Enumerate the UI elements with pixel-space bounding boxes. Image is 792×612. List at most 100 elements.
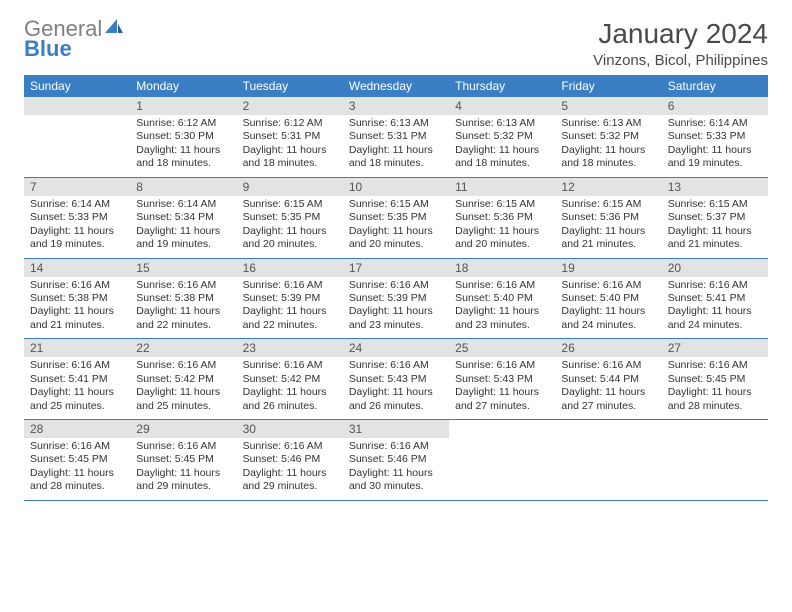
calendar-week-row: 21Sunrise: 6:16 AMSunset: 5:41 PMDayligh… xyxy=(24,339,768,420)
sunrise-line: Sunrise: 6:12 AM xyxy=(243,117,337,130)
calendar-cell xyxy=(555,420,661,501)
calendar-cell: 1Sunrise: 6:12 AMSunset: 5:30 PMDaylight… xyxy=(130,97,236,177)
day-details: Sunrise: 6:13 AMSunset: 5:32 PMDaylight:… xyxy=(555,115,661,177)
day-details: Sunrise: 6:14 AMSunset: 5:34 PMDaylight:… xyxy=(130,196,236,258)
calendar-cell: 19Sunrise: 6:16 AMSunset: 5:40 PMDayligh… xyxy=(555,258,661,339)
sunset-line: Sunset: 5:39 PM xyxy=(349,292,443,305)
sunset-line: Sunset: 5:32 PM xyxy=(561,130,655,143)
calendar-table: SundayMondayTuesdayWednesdayThursdayFrid… xyxy=(24,75,768,501)
day-number: 16 xyxy=(237,259,343,277)
daylight-line: Daylight: 11 hours and 18 minutes. xyxy=(136,144,230,171)
daylight-line: Daylight: 11 hours and 18 minutes. xyxy=(455,144,549,171)
calendar-cell xyxy=(24,97,130,177)
calendar-cell: 4Sunrise: 6:13 AMSunset: 5:32 PMDaylight… xyxy=(449,97,555,177)
day-number: 17 xyxy=(343,259,449,277)
daylight-line: Daylight: 11 hours and 21 minutes. xyxy=(668,225,762,252)
daylight-line: Daylight: 11 hours and 27 minutes. xyxy=(561,386,655,413)
calendar-cell: 6Sunrise: 6:14 AMSunset: 5:33 PMDaylight… xyxy=(662,97,768,177)
sunrise-line: Sunrise: 6:16 AM xyxy=(243,359,337,372)
day-details: Sunrise: 6:16 AMSunset: 5:45 PMDaylight:… xyxy=(662,357,768,419)
sunrise-line: Sunrise: 6:16 AM xyxy=(243,440,337,453)
calendar-cell: 20Sunrise: 6:16 AMSunset: 5:41 PMDayligh… xyxy=(662,258,768,339)
logo-text: General Blue xyxy=(24,18,124,60)
day-number: 27 xyxy=(662,339,768,357)
day-details: Sunrise: 6:12 AMSunset: 5:31 PMDaylight:… xyxy=(237,115,343,177)
day-number: 8 xyxy=(130,178,236,196)
daylight-line: Daylight: 11 hours and 24 minutes. xyxy=(668,305,762,332)
sunset-line: Sunset: 5:33 PM xyxy=(668,130,762,143)
sunrise-line: Sunrise: 6:16 AM xyxy=(30,359,124,372)
sunset-line: Sunset: 5:42 PM xyxy=(136,373,230,386)
sunset-line: Sunset: 5:41 PM xyxy=(668,292,762,305)
sunrise-line: Sunrise: 6:16 AM xyxy=(136,279,230,292)
sunrise-line: Sunrise: 6:16 AM xyxy=(561,359,655,372)
daylight-line: Daylight: 11 hours and 30 minutes. xyxy=(349,467,443,494)
day-number: 24 xyxy=(343,339,449,357)
sunset-line: Sunset: 5:43 PM xyxy=(455,373,549,386)
daylight-line: Daylight: 11 hours and 18 minutes. xyxy=(561,144,655,171)
day-number: 6 xyxy=(662,97,768,115)
calendar-cell: 2Sunrise: 6:12 AMSunset: 5:31 PMDaylight… xyxy=(237,97,343,177)
day-number: 4 xyxy=(449,97,555,115)
daylight-line: Daylight: 11 hours and 24 minutes. xyxy=(561,305,655,332)
day-details: Sunrise: 6:15 AMSunset: 5:36 PMDaylight:… xyxy=(449,196,555,258)
sunset-line: Sunset: 5:35 PM xyxy=(349,211,443,224)
sunrise-line: Sunrise: 6:16 AM xyxy=(561,279,655,292)
calendar-cell: 9Sunrise: 6:15 AMSunset: 5:35 PMDaylight… xyxy=(237,177,343,258)
daylight-line: Daylight: 11 hours and 28 minutes. xyxy=(30,467,124,494)
daylight-line: Daylight: 11 hours and 20 minutes. xyxy=(455,225,549,252)
sunset-line: Sunset: 5:36 PM xyxy=(561,211,655,224)
daylight-line: Daylight: 11 hours and 19 minutes. xyxy=(30,225,124,252)
day-number: 21 xyxy=(24,339,130,357)
day-details: Sunrise: 6:13 AMSunset: 5:31 PMDaylight:… xyxy=(343,115,449,177)
sunrise-line: Sunrise: 6:16 AM xyxy=(668,359,762,372)
calendar-cell: 10Sunrise: 6:15 AMSunset: 5:35 PMDayligh… xyxy=(343,177,449,258)
day-number: 5 xyxy=(555,97,661,115)
sunset-line: Sunset: 5:46 PM xyxy=(243,453,337,466)
day-number: 9 xyxy=(237,178,343,196)
sail-icon xyxy=(104,18,124,40)
day-details: Sunrise: 6:16 AMSunset: 5:46 PMDaylight:… xyxy=(237,438,343,500)
sunset-line: Sunset: 5:43 PM xyxy=(349,373,443,386)
sunrise-line: Sunrise: 6:16 AM xyxy=(136,440,230,453)
daylight-line: Daylight: 11 hours and 23 minutes. xyxy=(455,305,549,332)
daylight-line: Daylight: 11 hours and 21 minutes. xyxy=(561,225,655,252)
daylight-line: Daylight: 11 hours and 22 minutes. xyxy=(136,305,230,332)
day-details: Sunrise: 6:16 AMSunset: 5:46 PMDaylight:… xyxy=(343,438,449,500)
calendar-cell: 24Sunrise: 6:16 AMSunset: 5:43 PMDayligh… xyxy=(343,339,449,420)
daylight-line: Daylight: 11 hours and 27 minutes. xyxy=(455,386,549,413)
sunset-line: Sunset: 5:36 PM xyxy=(455,211,549,224)
day-number: 10 xyxy=(343,178,449,196)
day-number: 19 xyxy=(555,259,661,277)
sunset-line: Sunset: 5:44 PM xyxy=(561,373,655,386)
sunset-line: Sunset: 5:40 PM xyxy=(455,292,549,305)
sunrise-line: Sunrise: 6:16 AM xyxy=(349,279,443,292)
day-number: 31 xyxy=(343,420,449,438)
sunrise-line: Sunrise: 6:16 AM xyxy=(668,279,762,292)
sunset-line: Sunset: 5:31 PM xyxy=(243,130,337,143)
day-details: Sunrise: 6:15 AMSunset: 5:35 PMDaylight:… xyxy=(237,196,343,258)
day-details: Sunrise: 6:16 AMSunset: 5:43 PMDaylight:… xyxy=(449,357,555,419)
calendar-cell: 8Sunrise: 6:14 AMSunset: 5:34 PMDaylight… xyxy=(130,177,236,258)
logo-blue-text: Blue xyxy=(24,38,124,60)
sunrise-line: Sunrise: 6:15 AM xyxy=(243,198,337,211)
day-number: 28 xyxy=(24,420,130,438)
day-details: Sunrise: 6:13 AMSunset: 5:32 PMDaylight:… xyxy=(449,115,555,177)
sunrise-line: Sunrise: 6:16 AM xyxy=(455,279,549,292)
day-details: Sunrise: 6:16 AMSunset: 5:45 PMDaylight:… xyxy=(130,438,236,500)
day-details: Sunrise: 6:16 AMSunset: 5:40 PMDaylight:… xyxy=(449,277,555,339)
sunset-line: Sunset: 5:45 PM xyxy=(136,453,230,466)
day-details: Sunrise: 6:15 AMSunset: 5:37 PMDaylight:… xyxy=(662,196,768,258)
calendar-cell: 30Sunrise: 6:16 AMSunset: 5:46 PMDayligh… xyxy=(237,420,343,501)
sunrise-line: Sunrise: 6:13 AM xyxy=(455,117,549,130)
day-details: Sunrise: 6:12 AMSunset: 5:30 PMDaylight:… xyxy=(130,115,236,177)
calendar-cell xyxy=(662,420,768,501)
daylight-line: Daylight: 11 hours and 20 minutes. xyxy=(349,225,443,252)
sunrise-line: Sunrise: 6:16 AM xyxy=(349,359,443,372)
day-number: 11 xyxy=(449,178,555,196)
day-number: 29 xyxy=(130,420,236,438)
sunset-line: Sunset: 5:45 PM xyxy=(668,373,762,386)
day-number: 30 xyxy=(237,420,343,438)
calendar-cell: 5Sunrise: 6:13 AMSunset: 5:32 PMDaylight… xyxy=(555,97,661,177)
weekday-header: Friday xyxy=(555,75,661,97)
